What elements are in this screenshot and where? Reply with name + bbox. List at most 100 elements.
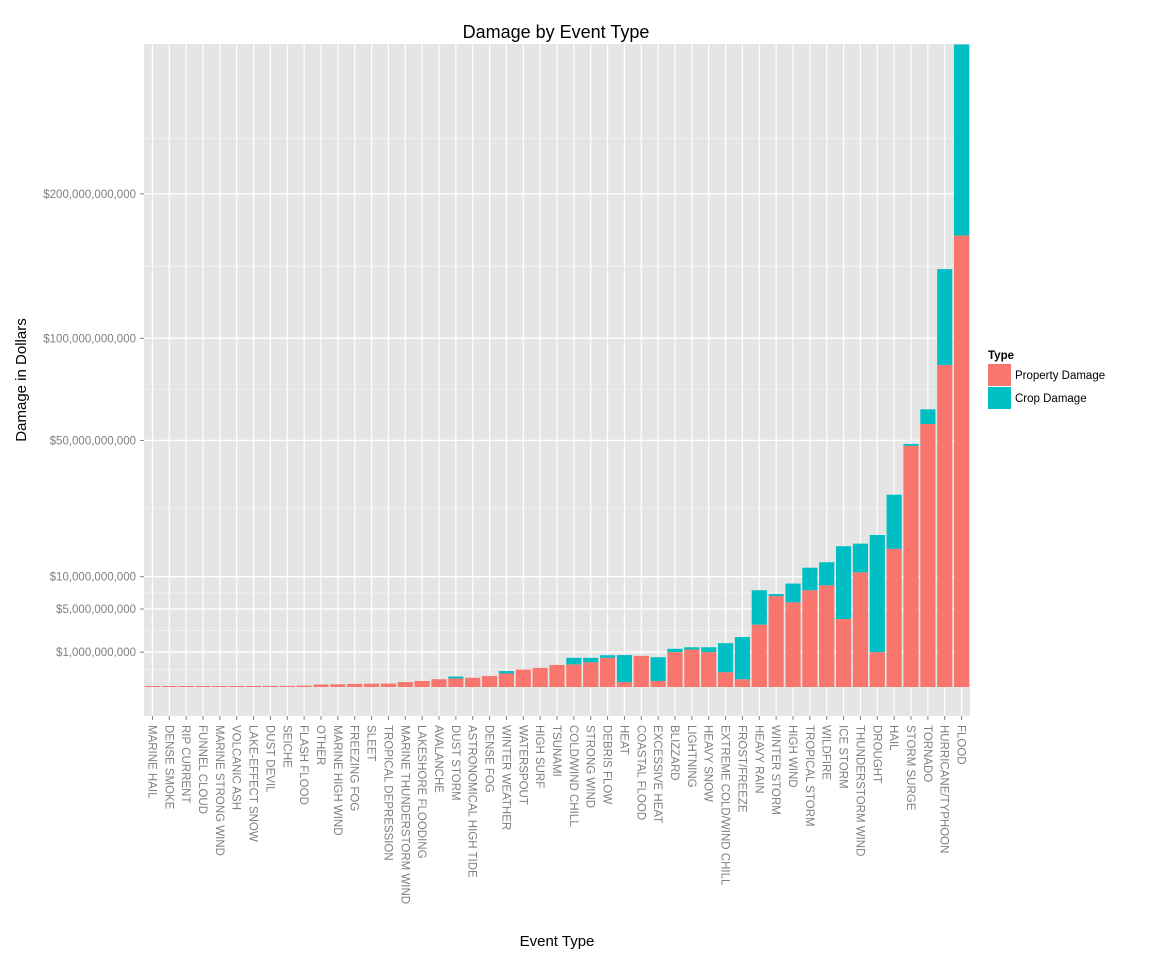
bar-property-damage [363,683,380,687]
x-tick-label: AVALANCHE [432,725,444,793]
x-tick-label: WILDFIRE [820,725,832,780]
bar-property-damage [296,685,312,687]
bar-crop-damage [768,594,784,597]
bar-property-damage [212,686,228,687]
bar-property-damage [616,682,633,687]
bar-property-damage [229,686,245,687]
bar-property-damage [532,667,548,687]
bar-property-damage [937,364,953,687]
bar-property-damage [667,652,683,687]
y-tick-label: $200,000,000,000 [43,189,136,201]
x-tick-label: FLOOD [955,725,967,765]
legend-label: Property Damage [1015,370,1105,382]
x-axis-title: Event Type [520,933,595,950]
bar-crop-damage [751,590,767,625]
bar-property-damage [785,602,801,687]
bar-property-damage [279,685,295,687]
x-tick-label: DENSE FOG [483,725,495,793]
bar-crop-damage [920,409,936,424]
x-tick-label: TROPICAL STORM [803,725,815,827]
x-tick-label: HIGH SURF [533,725,545,788]
bar-property-damage [852,572,869,687]
y-tick-label: $100,000,000,000 [43,333,136,345]
bar-crop-damage [566,657,582,665]
bar-property-damage [886,548,902,687]
x-tick-label: MARINE HIGH WIND [331,725,343,836]
x-tick-label: EXTREME COLD/WIND CHILL [719,725,731,886]
bar-property-damage [498,673,515,687]
bar-property-damage [313,684,329,687]
bar-property-damage [819,585,835,687]
bar-property-damage [701,652,717,687]
x-tick-label: RIP CURRENT [179,725,191,803]
x-tick-label: HIGH WIND [786,725,798,788]
bar-crop-damage [937,269,953,365]
bar-property-damage [684,649,700,687]
x-tick-label: TORNADO [921,725,933,782]
x-tick-label: OTHER [314,725,326,765]
x-tick-label: HURRICANE/TYPHOON [938,725,950,853]
bar-crop-damage [616,655,633,683]
bar-property-damage [448,678,464,687]
x-tick-label: WATERSPOUT [516,725,528,805]
bar-property-damage [599,657,616,687]
bar-property-damage [431,679,447,687]
bar-property-damage [380,683,397,687]
bar-property-damage [583,662,599,687]
x-tick-label: MARINE STRONG WIND [213,725,225,856]
x-tick-label: WINTER WEATHER [499,725,511,830]
x-tick-label: BLIZZARD [668,725,680,781]
x-tick-label: DUST DEVIL [263,725,275,793]
x-tick-label: HEAVY RAIN [752,725,764,794]
bar-property-damage [347,683,363,687]
bar-property-damage [802,590,818,687]
bar-crop-damage [448,676,464,679]
x-tick-label: FLASH FLOOD [297,725,309,805]
bar-property-damage [397,682,413,687]
bar-property-damage [633,655,649,687]
bar-property-damage [262,685,279,687]
legend-swatch [988,364,1011,386]
x-tick-label: WINTER STORM [769,725,781,815]
bar-property-damage [566,664,582,687]
x-tick-label: LAKESHORE FLOODING [415,725,427,859]
x-tick-label: COLD/WIND CHILL [567,725,579,827]
x-axis: MARINE HAIL DENSE SMOKE RIP CURRENT FUNNEL … [145,716,967,904]
bar-property-damage [953,235,970,688]
bar-property-damage [414,680,430,687]
bar-crop-damage [667,648,683,653]
x-tick-label: STORM SURGE [904,725,916,811]
legend-title: Type [988,350,1014,362]
bar-property-damage [768,596,784,687]
bar-property-damage [195,686,211,687]
bar-crop-damage [953,44,970,236]
x-tick-label: DENSE SMOKE [162,725,174,810]
legend: Type Property Damage Crop Damage [988,350,1105,409]
y-axis-title: Damage in Dollars [13,318,30,441]
x-tick-label: EXCESSIVE HEAT [651,725,663,823]
bar-crop-damage [903,443,919,446]
x-tick-label: DROUGHT [870,725,882,783]
bar-property-damage [650,680,666,687]
bar-property-damage [734,679,751,687]
bar-property-damage [920,423,936,687]
bar-property-damage [549,664,565,687]
bar-crop-damage [785,583,801,603]
bar-crop-damage [498,671,515,674]
bar-property-damage [144,686,161,687]
x-tick-label: TROPICAL DEPRESSION [381,725,393,861]
bar-crop-damage [869,534,885,653]
x-tick-label: VOLCANIC ASH [230,725,242,810]
bar-crop-damage [717,643,734,673]
bar-property-damage [869,652,885,687]
x-tick-label: FROST/FREEZE [735,725,747,813]
bar-crop-damage [819,562,835,586]
x-tick-label: THUNDERSTORM WIND [853,725,865,856]
x-tick-label: MARINE HAIL [145,725,157,799]
bar-property-damage [515,669,531,687]
y-tick-label: $1,000,000,000 [56,647,136,659]
x-tick-label: COASTAL FLOOD [634,725,646,820]
x-tick-label: LAKE-EFFECT SNOW [247,725,259,842]
x-tick-label: SLEET [365,725,377,761]
